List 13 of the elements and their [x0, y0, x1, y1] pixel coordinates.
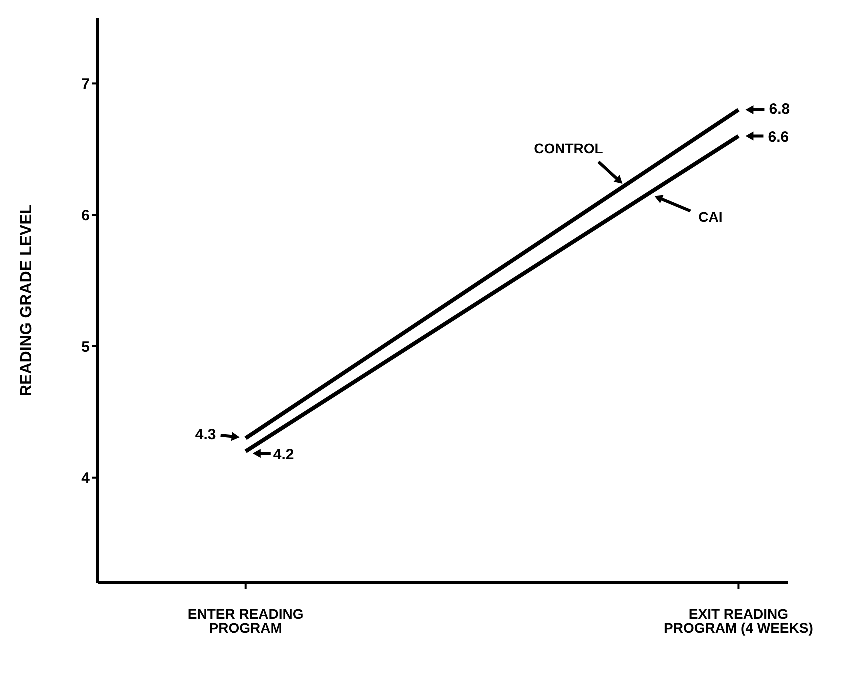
y-axis-title: READING GRADE LEVEL: [18, 204, 36, 397]
x-tick-label: EXIT READING PROGRAM (4 WEEKS): [664, 606, 814, 636]
y-tick-label: 6: [82, 207, 90, 224]
data-label: 4.3: [195, 426, 216, 444]
data-label: 4.2: [273, 446, 294, 464]
y-tick-label: 7: [82, 76, 90, 94]
text: CAI: [698, 208, 723, 225]
y-tick-label: 4: [82, 470, 91, 488]
text: CONTROL: [534, 140, 604, 157]
data-label: 6.6: [768, 129, 790, 146]
y-tick-label: 5: [82, 338, 90, 356]
data-label: 6.8: [769, 100, 790, 118]
x-tick-label: ENTER READING PROGRAM: [188, 606, 304, 636]
